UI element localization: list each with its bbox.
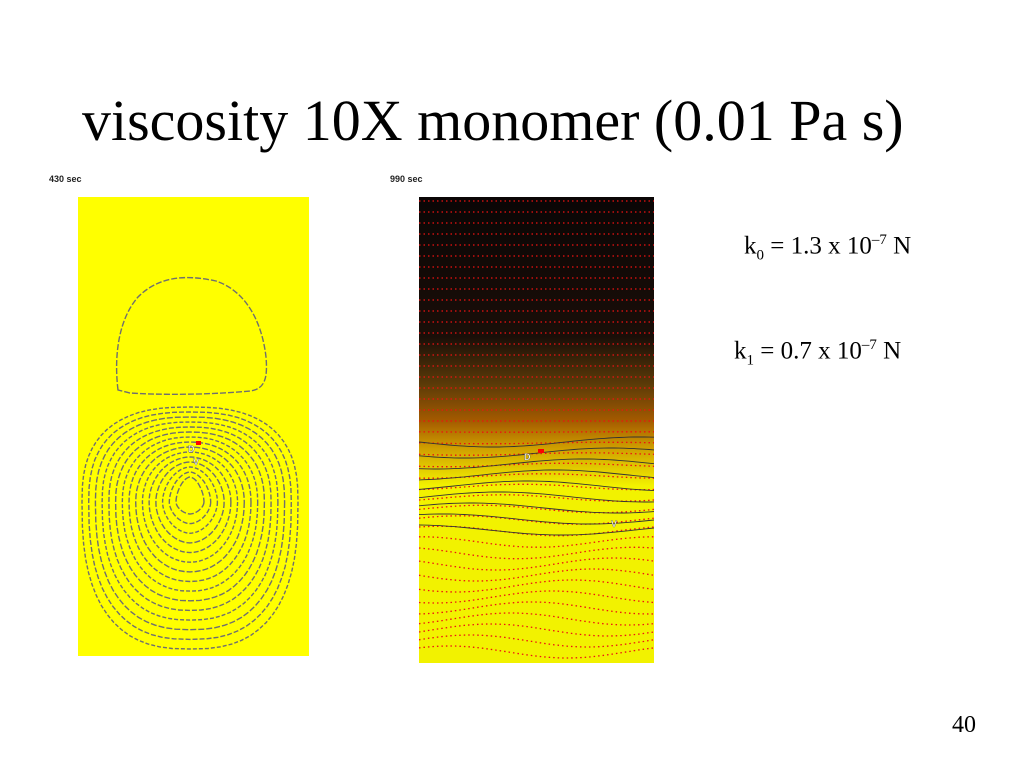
panel-2-background — [419, 197, 654, 663]
k1-symbol: k — [734, 337, 747, 365]
contour-ring — [155, 461, 225, 544]
k0-symbol: k — [744, 232, 757, 260]
contour-ring — [141, 451, 239, 563]
contour-ring — [81, 406, 299, 650]
equation-k0: k0 = 1.3 x 10–7 N — [744, 232, 911, 264]
field-line-group — [419, 200, 654, 659]
stream-line — [419, 480, 654, 492]
stream-line — [419, 469, 654, 481]
contour-ring — [168, 471, 212, 525]
dotted-field-line — [419, 536, 654, 548]
panel-2-marker-d-dot — [538, 449, 544, 453]
k0-unit: N — [886, 232, 912, 260]
lower-contour-group — [81, 406, 299, 650]
k0-subscript: 0 — [756, 247, 765, 264]
dotted-field-line — [419, 441, 654, 445]
panel-1-marker-v: V — [193, 457, 199, 467]
dotted-field-line — [419, 634, 654, 648]
contour-ring — [128, 441, 252, 583]
contour-ring — [114, 431, 266, 602]
panel-1-marker-d-dot — [196, 441, 201, 445]
panel-1-time-label: 430 sec — [49, 174, 82, 184]
contour-ring — [134, 446, 245, 573]
k1-value: = 0.7 x 10 — [754, 337, 862, 365]
panel-2-marker-v: V — [611, 519, 617, 529]
contour-ring — [94, 416, 286, 631]
dotted-field-line — [419, 546, 654, 560]
dotted-field-line — [419, 452, 654, 456]
dotted-field-line — [419, 601, 654, 615]
dotted-field-line — [419, 557, 654, 571]
panel-1-contour-plot: D V — [78, 197, 309, 656]
dotted-field-line — [419, 525, 654, 537]
upper-contour — [115, 276, 268, 395]
panel-1-marker-d: D — [188, 444, 195, 454]
panel-2-time-label: 990 sec — [390, 174, 423, 184]
stream-line — [419, 491, 654, 503]
slide-title: viscosity 10X monomer (0.01 Pa s) — [82, 88, 904, 153]
k1-subscript: 1 — [746, 352, 755, 369]
k1-unit: N — [876, 337, 902, 365]
dotted-field-line — [419, 645, 654, 659]
dotted-field-line — [419, 568, 654, 582]
k1-exponent: –7 — [861, 337, 877, 353]
stream-line — [419, 524, 654, 536]
dotted-field-line — [419, 473, 654, 479]
panel-2-field-plot: D V — [419, 197, 654, 663]
equation-k1: k1 = 0.7 x 10–7 N — [734, 337, 901, 369]
stream-line — [419, 436, 654, 448]
dotted-field-line — [419, 590, 654, 604]
stream-line — [419, 447, 654, 459]
contour-ring — [148, 456, 232, 554]
dotted-field-line — [419, 483, 654, 491]
stream-line — [419, 458, 654, 470]
contour-ring — [121, 436, 259, 592]
panel-2-marker-d: D — [524, 452, 531, 462]
dotted-field-line — [419, 494, 654, 502]
dotted-field-line — [419, 623, 654, 637]
dotted-field-line — [419, 579, 654, 593]
dotted-field-line — [419, 462, 654, 468]
dotted-field-line — [419, 515, 654, 525]
contour-ring — [101, 421, 279, 621]
contour-ring — [161, 466, 219, 535]
contour-ring — [175, 476, 205, 515]
stream-line — [419, 513, 654, 525]
k0-exponent: –7 — [871, 232, 887, 248]
page-number: 40 — [952, 712, 976, 738]
contour-ring — [108, 426, 272, 612]
dotted-field-line — [419, 504, 654, 514]
k0-value: = 1.3 x 10 — [764, 232, 872, 260]
stream-line — [419, 502, 654, 514]
dotted-field-line — [419, 612, 654, 626]
contour-ring — [87, 411, 292, 641]
